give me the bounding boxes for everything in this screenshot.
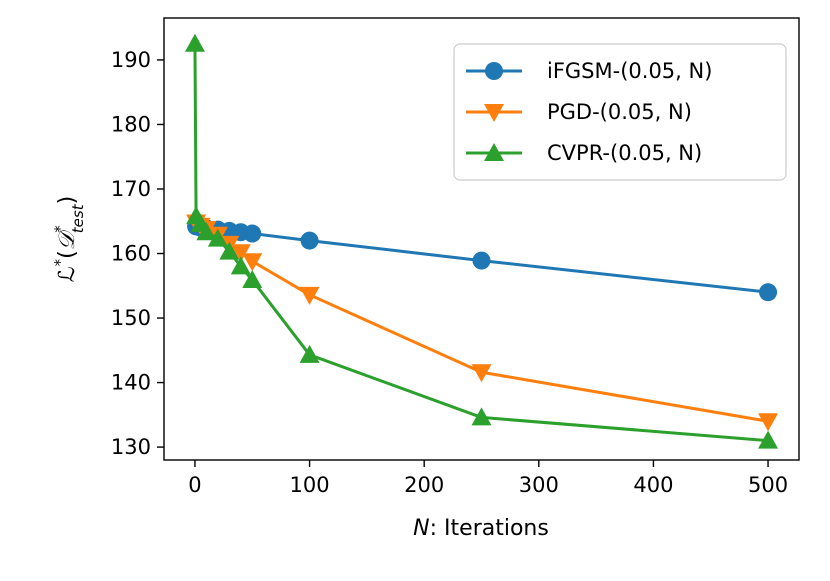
x-tick-label-5: 500 [748,473,788,497]
legend-marker-0 [485,62,503,80]
x-axis-label: N: Iterations [413,516,549,541]
data-point-1-9 [758,413,779,432]
data-point-1-8 [471,364,492,383]
series-2 [184,33,779,449]
data-point-2-5 [219,241,240,260]
y-label-close: ) [55,196,80,205]
x-tick-label-4: 400 [633,473,673,497]
y-label-sup: * [51,258,69,266]
legend-box [453,43,787,181]
data-point-2-7 [242,269,263,288]
data-point-2-4 [207,228,228,247]
legend-item-2: CVPR-(0.05, N) [466,141,702,165]
y-tick-label-5: 180 [111,112,151,136]
x-tick-label-2: 200 [404,473,444,497]
plot-layer [184,33,779,449]
data-point-2-8 [299,344,320,363]
legend-items: iFGSM-(0.05, N) PGD-(0.05, N) CVPR-(0.05, … [466,59,712,165]
y-label-d-sub: test [69,203,87,233]
data-point-2-0 [184,33,205,52]
data-point-1-6 [242,253,263,272]
data-point-0-7 [300,231,319,250]
axes-frame [163,17,800,461]
y-tick-label-3: 160 [111,242,151,266]
y-tick-label-0: 130 [111,435,151,459]
x-tick-label-3: 300 [519,473,559,497]
ticks-layer: 0 100 200 300 400 500 130 140 150 160 170 180 190 [111,48,788,497]
y-label-d-sup: * [51,225,69,233]
data-point-2-3 [196,222,217,241]
legend-item-0: iFGSM-(0.05, N) [466,59,712,83]
y-axis-label: ℒ*(𝒟*test) [51,196,87,282]
legend-label-2: CVPR-(0.05, N) [547,141,702,165]
y-label-d: 𝒟 [55,228,80,250]
data-point-1-7 [299,286,320,305]
y-tick-label-4: 170 [111,177,151,201]
x-axis-label-var: N [413,516,429,541]
data-point-0-6 [243,224,262,243]
legend-label-0: iFGSM-(0.05, N) [547,59,712,83]
legend: iFGSM-(0.05, N) PGD-(0.05, N) CVPR-(0.05, … [453,43,787,181]
data-point-2-10 [758,430,779,449]
legend-marker-1 [484,104,504,122]
x-axis-label-rest: : Iterations [430,516,549,541]
y-tick-label-2: 150 [111,306,151,330]
x-tick-label-1: 100 [290,473,330,497]
y-label-main: ℒ [55,266,80,282]
data-point-2-9 [471,407,492,426]
x-tick-label-0: 0 [188,473,201,497]
data-point-0-9 [759,283,778,302]
data-point-2-6 [230,256,251,275]
legend-item-1: PGD-(0.05, N) [466,100,692,124]
y-label-open: ( [55,250,80,259]
legend-marker-2 [484,143,504,161]
y-tick-label-6: 190 [111,48,151,72]
data-point-1-5 [230,244,251,263]
legend-label-1: PGD-(0.05, N) [547,100,692,124]
y-tick-label-1: 140 [111,371,151,395]
data-point-0-8 [472,251,491,270]
